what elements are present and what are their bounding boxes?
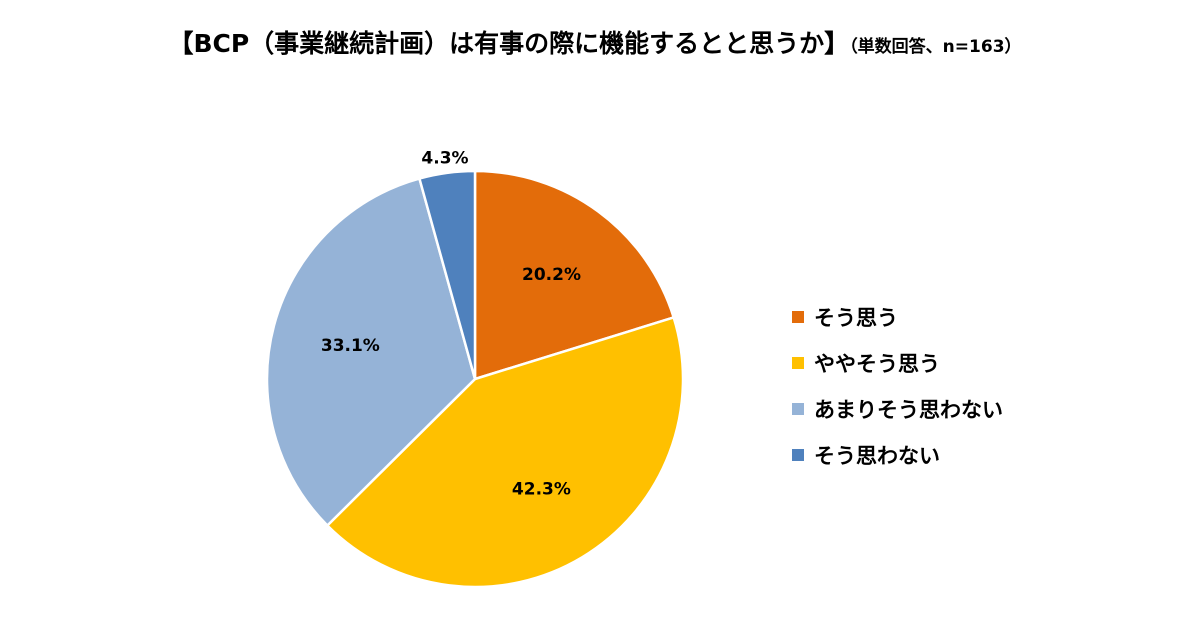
legend-swatch-2 bbox=[792, 357, 804, 369]
pie-slices bbox=[265, 169, 685, 589]
legend-swatch-4 bbox=[792, 449, 804, 461]
chart-title: 【BCP（事業継続計画）は有事の際に機能するとと思うか】（単数回答、n=163） bbox=[0, 24, 1190, 60]
pie-slice-label-3: 33.1% bbox=[321, 336, 380, 356]
pie-slice-label-2: 42.3% bbox=[512, 480, 571, 500]
legend-item-1: そう思う bbox=[792, 294, 1003, 340]
legend-label-1: そう思う bbox=[814, 306, 898, 330]
pie-slice-label-1: 20.2% bbox=[522, 265, 581, 285]
legend-label-3: あまりそう思わない bbox=[814, 398, 1003, 422]
legend-item-2: ややそう思う bbox=[792, 340, 1003, 386]
legend-label-4: そう思わない bbox=[814, 444, 940, 468]
legend-swatch-3 bbox=[792, 403, 804, 415]
legend-item-4: そう思わない bbox=[792, 432, 1003, 478]
pie-slice-1 bbox=[473, 169, 675, 381]
pie-slice-3 bbox=[265, 177, 477, 527]
pie-labels: 20.2% 42.3% 33.1% 4.3% bbox=[321, 148, 581, 499]
legend-label-2: ややそう思う bbox=[814, 352, 940, 376]
legend-swatch-1 bbox=[792, 311, 804, 323]
pie-slice-label-4: 4.3% bbox=[421, 148, 468, 168]
pie-slice-2 bbox=[326, 316, 685, 589]
legend-item-3: あまりそう思わない bbox=[792, 386, 1003, 432]
pie-slice-4 bbox=[418, 169, 477, 381]
chart-title-sub: （単数回答、n=163） bbox=[849, 37, 1022, 57]
chart-title-main: 【BCP（事業継続計画）は有事の際に機能するとと思うか】 bbox=[168, 29, 850, 58]
legend: そう思うややそう思うあまりそう思わない そう思わない bbox=[792, 294, 1003, 478]
